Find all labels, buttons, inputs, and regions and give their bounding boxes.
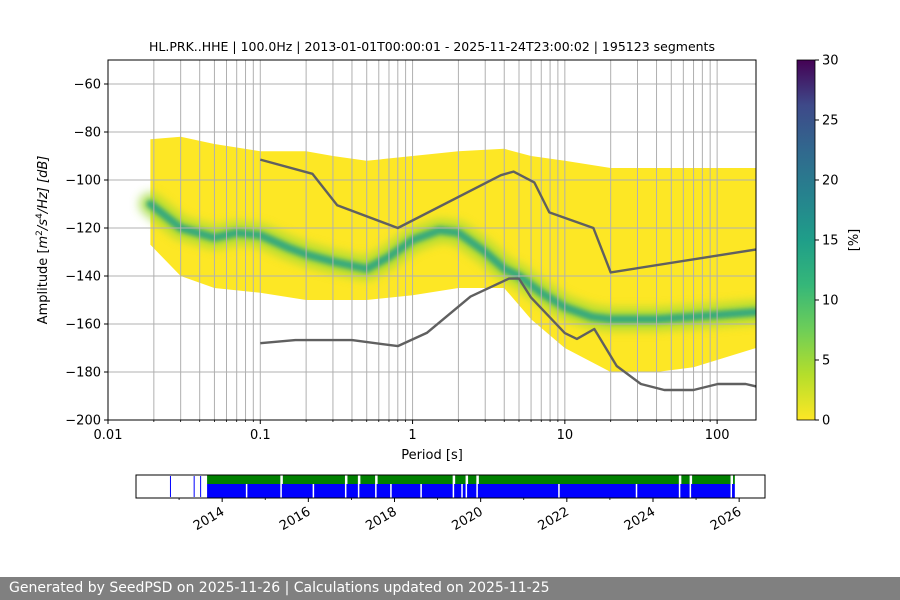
timeline-gap-top bbox=[357, 475, 361, 484]
y-tick-label: −120 bbox=[65, 222, 101, 237]
y-tick-label: −60 bbox=[74, 78, 101, 93]
timeline-gap-bottom bbox=[461, 484, 463, 498]
timeline-gap-bottom bbox=[678, 484, 681, 498]
x-tick-label: 10 bbox=[557, 428, 574, 443]
x-axis-ticks: 0.01 0.1 1 10 100 bbox=[94, 420, 730, 443]
timeline-gap-bottom bbox=[390, 484, 392, 498]
y-tick-label: −80 bbox=[74, 126, 101, 141]
nhnm-curve bbox=[259, 158, 756, 274]
colorbar-label: [%] bbox=[847, 229, 862, 252]
y-axis-ticks: −60 −80 −100 −120 −140 −160 −180 −200 bbox=[65, 78, 108, 429]
timeline-tick-label: 2026 bbox=[708, 504, 744, 534]
timeline-gap-bottom bbox=[357, 484, 360, 498]
timeline-gap-top bbox=[465, 475, 469, 484]
timeline-gap-bottom bbox=[375, 484, 377, 498]
timeline-gap-bottom bbox=[420, 484, 422, 498]
data-availability-timeline bbox=[169, 475, 735, 498]
colorbar-tick-label: 10 bbox=[822, 294, 839, 309]
colorbar-tick-label: 15 bbox=[822, 234, 839, 249]
timeline-gap-bottom bbox=[280, 484, 282, 498]
y-tick-label: −160 bbox=[65, 318, 101, 333]
timeline-ticks: 2014 2016 2018 2020 2022 2024 2026 bbox=[178, 498, 744, 534]
timeline-gap-bottom bbox=[635, 484, 638, 498]
y-tick-label: −100 bbox=[65, 174, 101, 189]
timeline-gap-top bbox=[452, 475, 456, 484]
timeline-tick-label: 2024 bbox=[622, 504, 658, 534]
timeline-gap-bottom bbox=[730, 484, 733, 498]
timeline-gap-top bbox=[375, 475, 378, 484]
timeline-tick-label: 2014 bbox=[191, 504, 227, 534]
footer-text: Generated by SeedPSD on 2025-11-26 | Cal… bbox=[9, 580, 550, 596]
colorbar-tick-label: 5 bbox=[822, 354, 830, 369]
timeline-gap-top bbox=[280, 475, 283, 484]
y-tick-label: −140 bbox=[65, 270, 101, 285]
x-axis-label: Period [s] bbox=[401, 448, 463, 463]
timeline-gap-bottom bbox=[245, 484, 248, 498]
x-tick-label: 100 bbox=[705, 428, 730, 443]
timeline-gap-top bbox=[689, 475, 693, 484]
psd-mode-core bbox=[146, 200, 756, 324]
colorbar-tick-label: 20 bbox=[822, 174, 839, 189]
timeline-gap-top bbox=[678, 475, 682, 484]
y-axis-label: Amplitude [m2/s4/Hz] [dB] bbox=[35, 156, 51, 325]
timeline-gap-bottom bbox=[344, 484, 347, 498]
timeline-gap-top bbox=[476, 475, 479, 484]
colorbar-tick-label: 30 bbox=[822, 54, 839, 69]
colorbar-ticks: 0 5 10 15 20 25 30 bbox=[815, 54, 839, 429]
timeline-gap-bottom bbox=[689, 484, 692, 498]
footer-bar: Generated by SeedPSD on 2025-11-26 | Cal… bbox=[0, 577, 900, 600]
colorbar bbox=[796, 59, 816, 421]
colorbar-tick-label: 25 bbox=[822, 114, 839, 129]
timeline-gap-top bbox=[730, 475, 734, 484]
timeline-band-bottom bbox=[207, 484, 735, 498]
timeline-tick-label: 2016 bbox=[277, 504, 313, 534]
timeline-gap-bottom bbox=[476, 484, 478, 498]
chart-title: HL.PRK..HHE | 100.0Hz | 2013-01-01T00:00… bbox=[149, 39, 715, 54]
timeline-gap-bottom bbox=[452, 484, 455, 498]
timeline-frame bbox=[135, 474, 766, 499]
timeline-gap-bottom bbox=[312, 484, 315, 498]
nlnm-curve bbox=[260, 277, 756, 392]
timeline-tick-label: 2020 bbox=[449, 504, 485, 534]
timeline-tick-label: 2022 bbox=[536, 504, 572, 534]
timeline-gap-top bbox=[344, 475, 348, 484]
psd-envelope bbox=[150, 136, 756, 372]
y-tick-label: −180 bbox=[65, 366, 101, 381]
x-tick-label: 0.01 bbox=[94, 428, 123, 443]
timeline-band-top bbox=[207, 475, 735, 484]
plot-area bbox=[108, 60, 756, 420]
timeline-tick-label: 2018 bbox=[363, 504, 399, 534]
timeline-gap-bottom bbox=[465, 484, 468, 498]
figure: HL.PRK..HHE | 100.0Hz | 2013-01-01T00:00… bbox=[35, 39, 862, 534]
colorbar-tick-label: 0 bbox=[822, 414, 830, 429]
timeline-gap-bottom bbox=[558, 484, 560, 498]
plot-frame bbox=[107, 59, 757, 421]
y-tick-label: −200 bbox=[65, 414, 101, 429]
x-tick-label: 1 bbox=[408, 428, 416, 443]
grid bbox=[108, 60, 756, 420]
x-tick-label: 0.1 bbox=[250, 428, 271, 443]
